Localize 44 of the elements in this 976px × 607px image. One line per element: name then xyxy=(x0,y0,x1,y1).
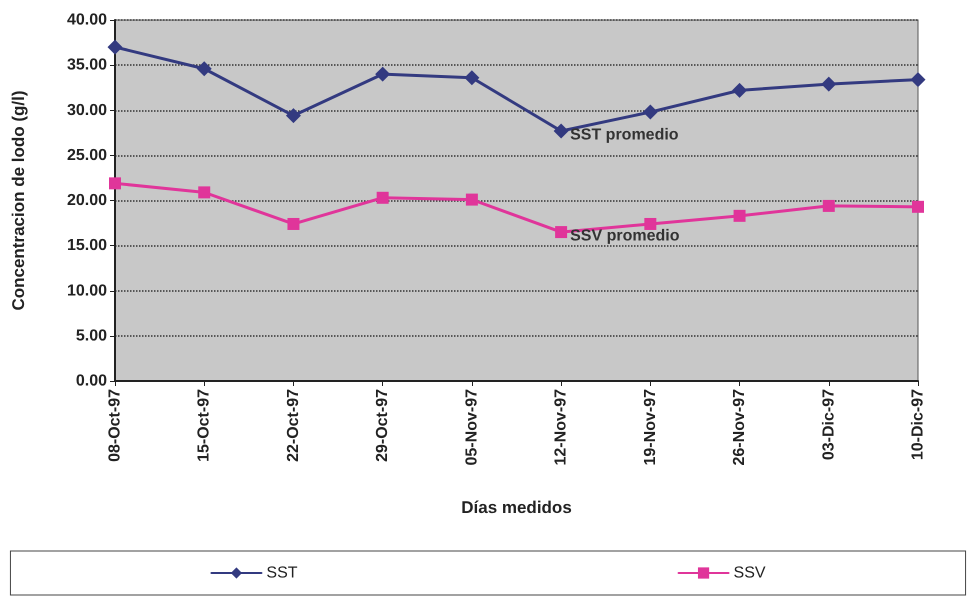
point xyxy=(555,226,568,238)
y-axis-title: Concentracion de lodo (g/l) xyxy=(9,90,28,311)
point xyxy=(287,218,300,230)
point xyxy=(732,82,748,98)
y-tick-label: 35.00 xyxy=(66,56,108,74)
y-tick-label: 20.00 xyxy=(66,192,108,209)
x-tick-label: 22-Oct-97 xyxy=(284,388,302,462)
x-tick-label: 05-Nov-97 xyxy=(463,388,480,466)
point xyxy=(109,177,121,190)
point xyxy=(822,200,835,212)
point xyxy=(734,210,746,222)
point xyxy=(375,66,390,82)
x-tick-label: 10-Dic-97 xyxy=(910,388,926,460)
annotation: SST promedio xyxy=(570,126,679,144)
x-tick-label: 19-Nov-97 xyxy=(642,388,659,466)
x-tick-label: 29-Oct-97 xyxy=(374,388,392,462)
legend-label: SST xyxy=(266,564,298,582)
point xyxy=(466,194,478,206)
point xyxy=(912,200,924,213)
point xyxy=(196,61,212,76)
x-tick-label: 26-Nov-97 xyxy=(731,388,748,466)
point xyxy=(198,186,210,198)
point xyxy=(554,124,569,139)
point xyxy=(376,192,389,204)
x-tick-label: 15-Oct-97 xyxy=(196,388,213,462)
point xyxy=(821,76,836,92)
y-tick-label: 30.00 xyxy=(66,102,108,119)
point xyxy=(642,104,658,120)
point xyxy=(910,72,926,88)
point xyxy=(108,40,122,55)
y-tick-label: 40.00 xyxy=(66,12,108,28)
point xyxy=(286,108,301,124)
y-tick-label: 0.00 xyxy=(76,372,108,390)
legend-label: SSV xyxy=(734,564,766,582)
x-axis-title: Días medidos xyxy=(461,498,572,517)
x-tick-label: 03-Dic-97 xyxy=(820,388,838,460)
point xyxy=(464,70,480,86)
x-tick-label: 12-Nov-97 xyxy=(552,388,570,466)
annotation: SSV promedio xyxy=(570,228,680,245)
y-tick-label: 10.00 xyxy=(66,282,108,300)
y-tick-label: 5.00 xyxy=(76,327,108,344)
y-tick-label: 25.00 xyxy=(66,146,108,164)
x-tick-label: 08-Oct-97 xyxy=(106,388,124,462)
y-tick-label: 15.00 xyxy=(66,237,108,254)
